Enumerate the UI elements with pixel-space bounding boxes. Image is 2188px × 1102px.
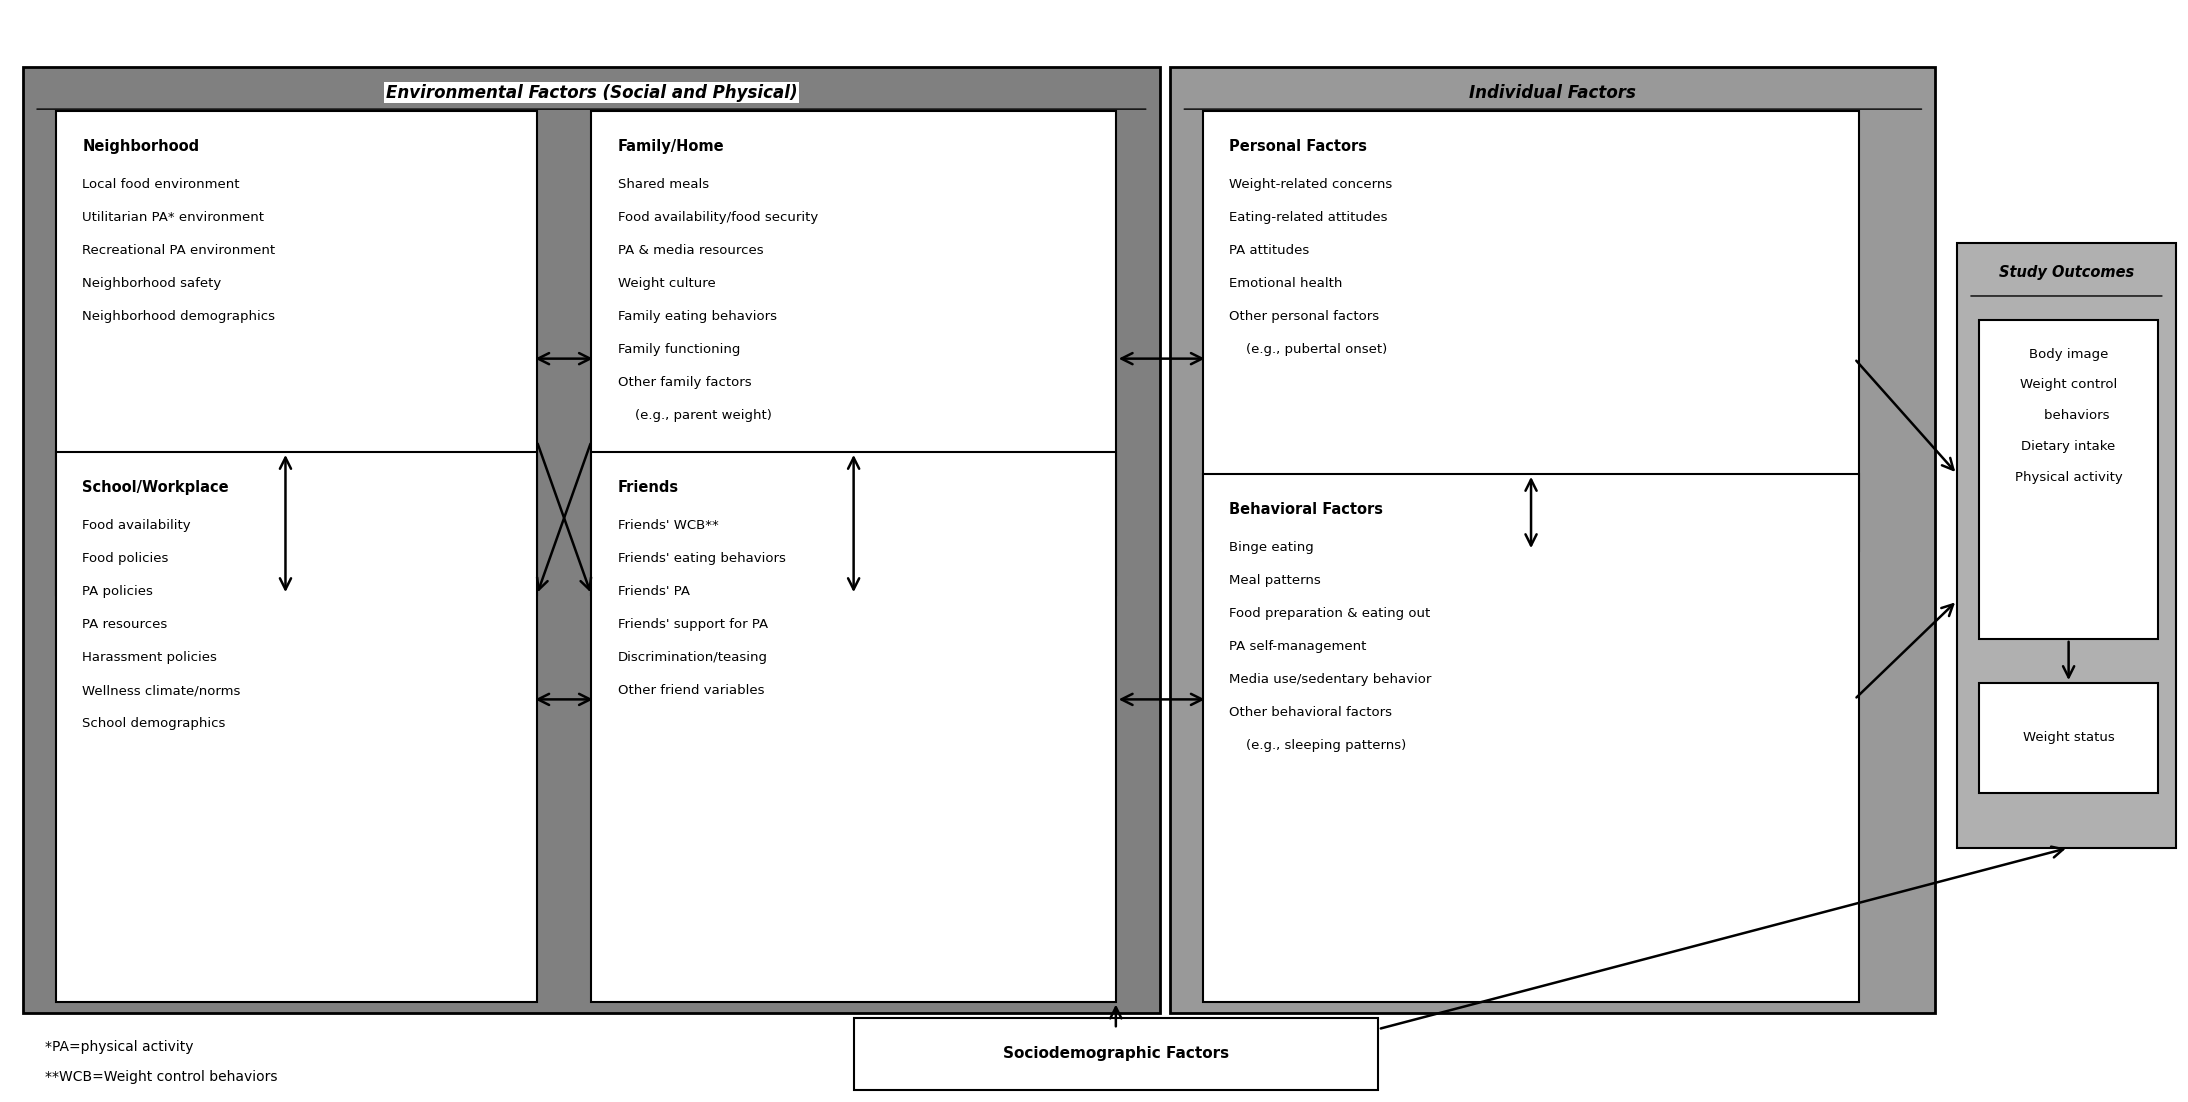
FancyBboxPatch shape — [1171, 67, 1936, 1013]
Text: PA attitudes: PA attitudes — [1230, 245, 1311, 258]
Text: Sociodemographic Factors: Sociodemographic Factors — [1002, 1047, 1230, 1061]
FancyBboxPatch shape — [853, 1018, 1378, 1090]
Text: Other behavioral factors: Other behavioral factors — [1230, 706, 1392, 719]
Text: PA & media resources: PA & media resources — [617, 245, 764, 258]
Text: Binge eating: Binge eating — [1230, 541, 1315, 554]
Text: Family functioning: Family functioning — [617, 343, 740, 356]
Text: behaviors: behaviors — [2028, 409, 2109, 422]
Text: Other family factors: Other family factors — [617, 376, 750, 389]
Text: School demographics: School demographics — [83, 717, 225, 730]
Text: Dietary intake: Dietary intake — [2022, 440, 2116, 453]
FancyBboxPatch shape — [1203, 111, 1860, 551]
Text: Friends' PA: Friends' PA — [617, 585, 689, 598]
FancyBboxPatch shape — [591, 452, 1116, 1002]
FancyBboxPatch shape — [57, 111, 536, 595]
Text: Weight control: Weight control — [2020, 378, 2118, 391]
Text: Study Outcomes: Study Outcomes — [2000, 266, 2133, 280]
Text: Weight status: Weight status — [2022, 732, 2114, 744]
Text: Neighborhood: Neighborhood — [83, 139, 199, 154]
Text: (e.g., sleeping patterns): (e.g., sleeping patterns) — [1230, 739, 1407, 752]
Text: (e.g., parent weight): (e.g., parent weight) — [617, 409, 772, 422]
Text: Friends: Friends — [617, 479, 678, 495]
Text: Shared meals: Shared meals — [617, 179, 709, 192]
Text: Harassment policies: Harassment policies — [83, 651, 217, 665]
Text: PA self-management: PA self-management — [1230, 640, 1368, 653]
Text: Personal Factors: Personal Factors — [1230, 139, 1368, 154]
FancyBboxPatch shape — [1978, 683, 2157, 792]
Text: Food preparation & eating out: Food preparation & eating out — [1230, 607, 1431, 620]
Text: PA resources: PA resources — [83, 618, 168, 631]
Text: Environmental Factors (Social and Physical): Environmental Factors (Social and Physic… — [385, 84, 796, 101]
FancyBboxPatch shape — [1978, 321, 2157, 639]
Text: Weight-related concerns: Weight-related concerns — [1230, 179, 1394, 192]
Text: PA policies: PA policies — [83, 585, 153, 598]
Text: Wellness climate/norms: Wellness climate/norms — [83, 684, 241, 696]
Text: Local food environment: Local food environment — [83, 179, 241, 192]
Text: Food availability/food security: Food availability/food security — [617, 212, 818, 225]
FancyBboxPatch shape — [24, 67, 1160, 1013]
Text: Food availability: Food availability — [83, 519, 190, 532]
FancyBboxPatch shape — [591, 111, 1116, 595]
Text: Individual Factors: Individual Factors — [1470, 84, 1637, 101]
Text: Food policies: Food policies — [83, 552, 168, 565]
Text: Friends' support for PA: Friends' support for PA — [617, 618, 768, 631]
FancyBboxPatch shape — [57, 452, 536, 1002]
Text: Weight culture: Weight culture — [617, 278, 715, 290]
Text: Neighborhood safety: Neighborhood safety — [83, 278, 221, 290]
FancyBboxPatch shape — [1956, 244, 2175, 847]
Text: Media use/sedentary behavior: Media use/sedentary behavior — [1230, 673, 1431, 687]
FancyBboxPatch shape — [1203, 474, 1860, 1002]
Text: Behavioral Factors: Behavioral Factors — [1230, 501, 1383, 517]
Text: Meal patterns: Meal patterns — [1230, 574, 1322, 587]
Text: Discrimination/teasing: Discrimination/teasing — [617, 651, 768, 665]
Text: Other personal factors: Other personal factors — [1230, 311, 1381, 323]
Text: School/Workplace: School/Workplace — [83, 479, 230, 495]
Text: Emotional health: Emotional health — [1230, 278, 1343, 290]
Text: Utilitarian PA* environment: Utilitarian PA* environment — [83, 212, 265, 225]
Text: Eating-related attitudes: Eating-related attitudes — [1230, 212, 1387, 225]
Text: **WCB=Weight control behaviors: **WCB=Weight control behaviors — [46, 1070, 278, 1084]
Text: Friends' WCB**: Friends' WCB** — [617, 519, 718, 532]
Text: Friends' eating behaviors: Friends' eating behaviors — [617, 552, 785, 565]
Text: Family eating behaviors: Family eating behaviors — [617, 311, 777, 323]
Text: Family/Home: Family/Home — [617, 139, 724, 154]
Text: (e.g., pubertal onset): (e.g., pubertal onset) — [1230, 343, 1387, 356]
Text: Body image: Body image — [2028, 347, 2109, 360]
Text: Recreational PA environment: Recreational PA environment — [83, 245, 276, 258]
Text: Other friend variables: Other friend variables — [617, 684, 764, 696]
Text: Neighborhood demographics: Neighborhood demographics — [83, 311, 276, 323]
Text: Physical activity: Physical activity — [2015, 471, 2122, 484]
Text: *PA=physical activity: *PA=physical activity — [46, 1040, 193, 1055]
